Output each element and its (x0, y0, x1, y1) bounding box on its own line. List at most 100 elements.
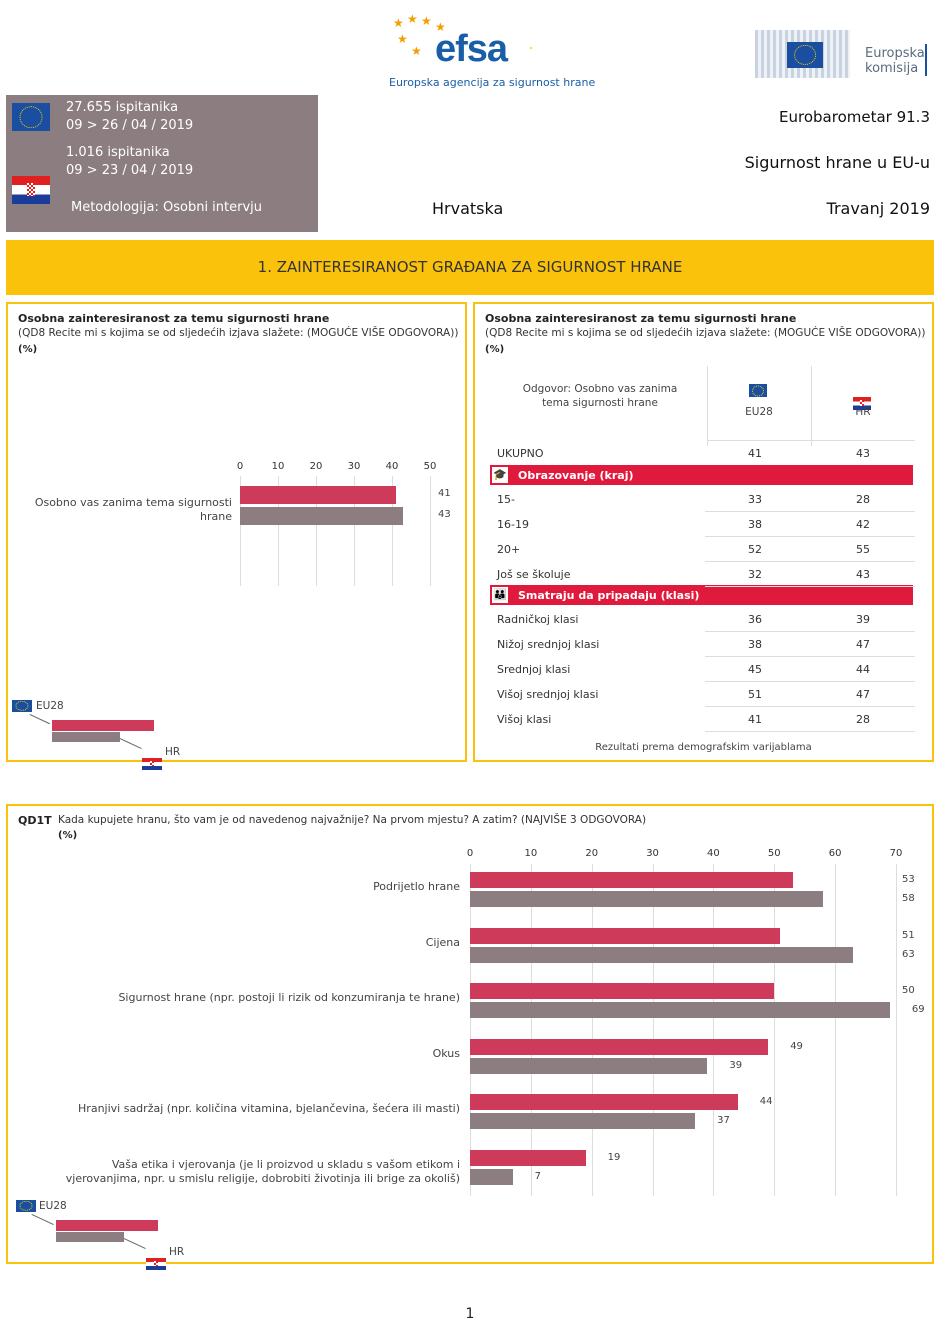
row-hr-value: 28 (856, 493, 870, 506)
croatia-flag-icon (142, 758, 162, 770)
eu-flag-icon (16, 1200, 36, 1212)
row-label: Srednjoj klasi (497, 663, 571, 676)
row-label: 15- (497, 493, 515, 506)
purchase-factors-chart-panel: QD1T Kada kupujete hranu, što vam je od … (6, 804, 936, 1270)
row-label: 16-19 (497, 518, 529, 531)
legend-leader-line (119, 738, 142, 750)
legend-eu-swatch (56, 1220, 158, 1231)
country-title: Hrvatska (432, 199, 504, 218)
gridline (392, 476, 393, 586)
bar-eu28 (470, 1038, 769, 1055)
category-label: Hranjivi sadržaj (npr. količina vitamina… (78, 1102, 460, 1115)
data-label-hr: 69 (911, 1004, 925, 1015)
row-rule (705, 706, 915, 707)
row-hr-value: 42 (856, 518, 870, 531)
table-row: Višoj klasi 41 28 (475, 708, 915, 732)
ec-line2: komisija (865, 61, 919, 76)
section-label: Smatraju da pripadaju (klasi) (518, 589, 700, 602)
table-row-total: UKUPNO 41 43 (475, 442, 915, 466)
row-hr-value: 55 (856, 543, 870, 556)
row-hr-value: 47 (856, 688, 870, 701)
row-label: Još se školuje (497, 568, 571, 581)
bar-eu28 (470, 872, 793, 888)
row-eu-value: 41 (748, 447, 762, 460)
bar-hr (470, 1057, 708, 1074)
row-label: Radničkoj klasi (497, 613, 579, 626)
row-label: Nižoj srednjoj klasi (497, 638, 600, 651)
column-divider (707, 366, 708, 446)
row-rule (705, 536, 915, 537)
row-label: 20+ (497, 543, 521, 556)
personal-interest-chart-panel: Osobna zainteresiranost za temu sigurnos… (6, 302, 467, 770)
gridline (240, 476, 241, 586)
row-eu-value: 51 (748, 688, 762, 701)
panel-title: Osobna zainteresiranost za temu sigurnos… (18, 312, 330, 325)
row-eu-value: 38 (748, 518, 762, 531)
eu-flag-icon (12, 103, 50, 131)
header-rule (707, 440, 915, 441)
row-eu-value: 41 (748, 713, 762, 726)
bar-eu28 (470, 1094, 738, 1110)
panel-title: Osobna zainteresiranost za temu sigurnos… (485, 312, 797, 325)
legend-eu28: EU28 (39, 1200, 67, 1212)
answer-label: Odgovor: Osobno vas zanima tema sigurnos… (522, 383, 678, 409)
row-hr-value: 28 (856, 713, 870, 726)
table-row: Nižoj srednjoj klasi 38 47 (475, 633, 915, 657)
x-tick-label: 70 (889, 848, 903, 859)
question-code: QD1T (18, 814, 52, 827)
gridline (278, 476, 279, 586)
gridline (354, 476, 355, 586)
legend-eu-swatch (52, 720, 154, 731)
bar-hr (470, 1002, 890, 1018)
row-label: Višoj klasi (497, 713, 552, 726)
x-tick-label: 40 (385, 461, 399, 472)
data-label-eu28: 19 (607, 1151, 621, 1163)
ec-line1: Europska (865, 46, 925, 61)
category-label: Okus (432, 1046, 460, 1060)
row-rule (705, 731, 915, 732)
page-number: 1 (465, 1306, 475, 1322)
divider (925, 44, 927, 76)
gridline (530, 864, 532, 1196)
row-label: UKUPNO (497, 447, 544, 460)
hr-sample-count: 1.016 ispitanika (66, 145, 170, 160)
bar-hr (470, 946, 854, 963)
legend-eu28: EU28 (36, 700, 64, 712)
x-tick-label: 40 (707, 848, 720, 859)
gridline (430, 476, 431, 586)
gridline (652, 864, 654, 1196)
row-hr-value: 43 (856, 568, 870, 581)
x-tick-label: 0 (466, 848, 474, 859)
legend-hr-swatch (52, 732, 120, 742)
bar-eu28 (470, 927, 781, 944)
eu-sample-count: 27.655 ispitanika (66, 100, 179, 115)
table-row: 16-19 38 42 (475, 513, 915, 537)
row-hr-value: 39 (856, 613, 870, 626)
table-row: 20+ 52 55 (475, 538, 915, 562)
bar-eu28 (470, 1149, 586, 1166)
purchase-factors-bar-chart: 0 10 20 30 40 50 60 70 Podrijetlo hrane 53 58 Cijen… (8, 806, 936, 1206)
x-tick-label: 50 (423, 461, 437, 472)
row-rule (705, 511, 915, 512)
x-tick-label: 50 (767, 848, 781, 859)
methodology: Metodologija: Osobni intervju (71, 200, 263, 215)
eu-flag-icon (12, 700, 32, 712)
eu-flag-icon (787, 42, 823, 68)
sample-info-box: 27.655 ispitanika 09 > 26 / 04 / 2019 1.… (6, 95, 318, 232)
bar-eu28 (470, 983, 775, 999)
x-tick-label: 10 (524, 848, 538, 859)
x-tick-label: 30 (347, 461, 361, 472)
category-label: Osobno vas zanima tema sigurnosti hrane (34, 496, 232, 523)
x-tick-label: 30 (646, 848, 659, 859)
section-header-education: 🎓 Obrazovanje (kraj) (490, 465, 913, 485)
efsa-wordmark: efsa (435, 28, 508, 70)
table-row: Radničkoj klasi 36 39 (475, 608, 915, 632)
data-label-hr: 7 (534, 1170, 541, 1182)
row-rule (705, 681, 915, 682)
legend-leader-line (123, 1238, 146, 1250)
topic-title: Sigurnost hrane u EU-u (744, 153, 930, 172)
bar-hr (470, 1168, 513, 1185)
table-row: Višoj srednjoj klasi 51 47 (475, 683, 915, 707)
row-rule (705, 586, 915, 587)
bar-eu28 (240, 486, 396, 504)
